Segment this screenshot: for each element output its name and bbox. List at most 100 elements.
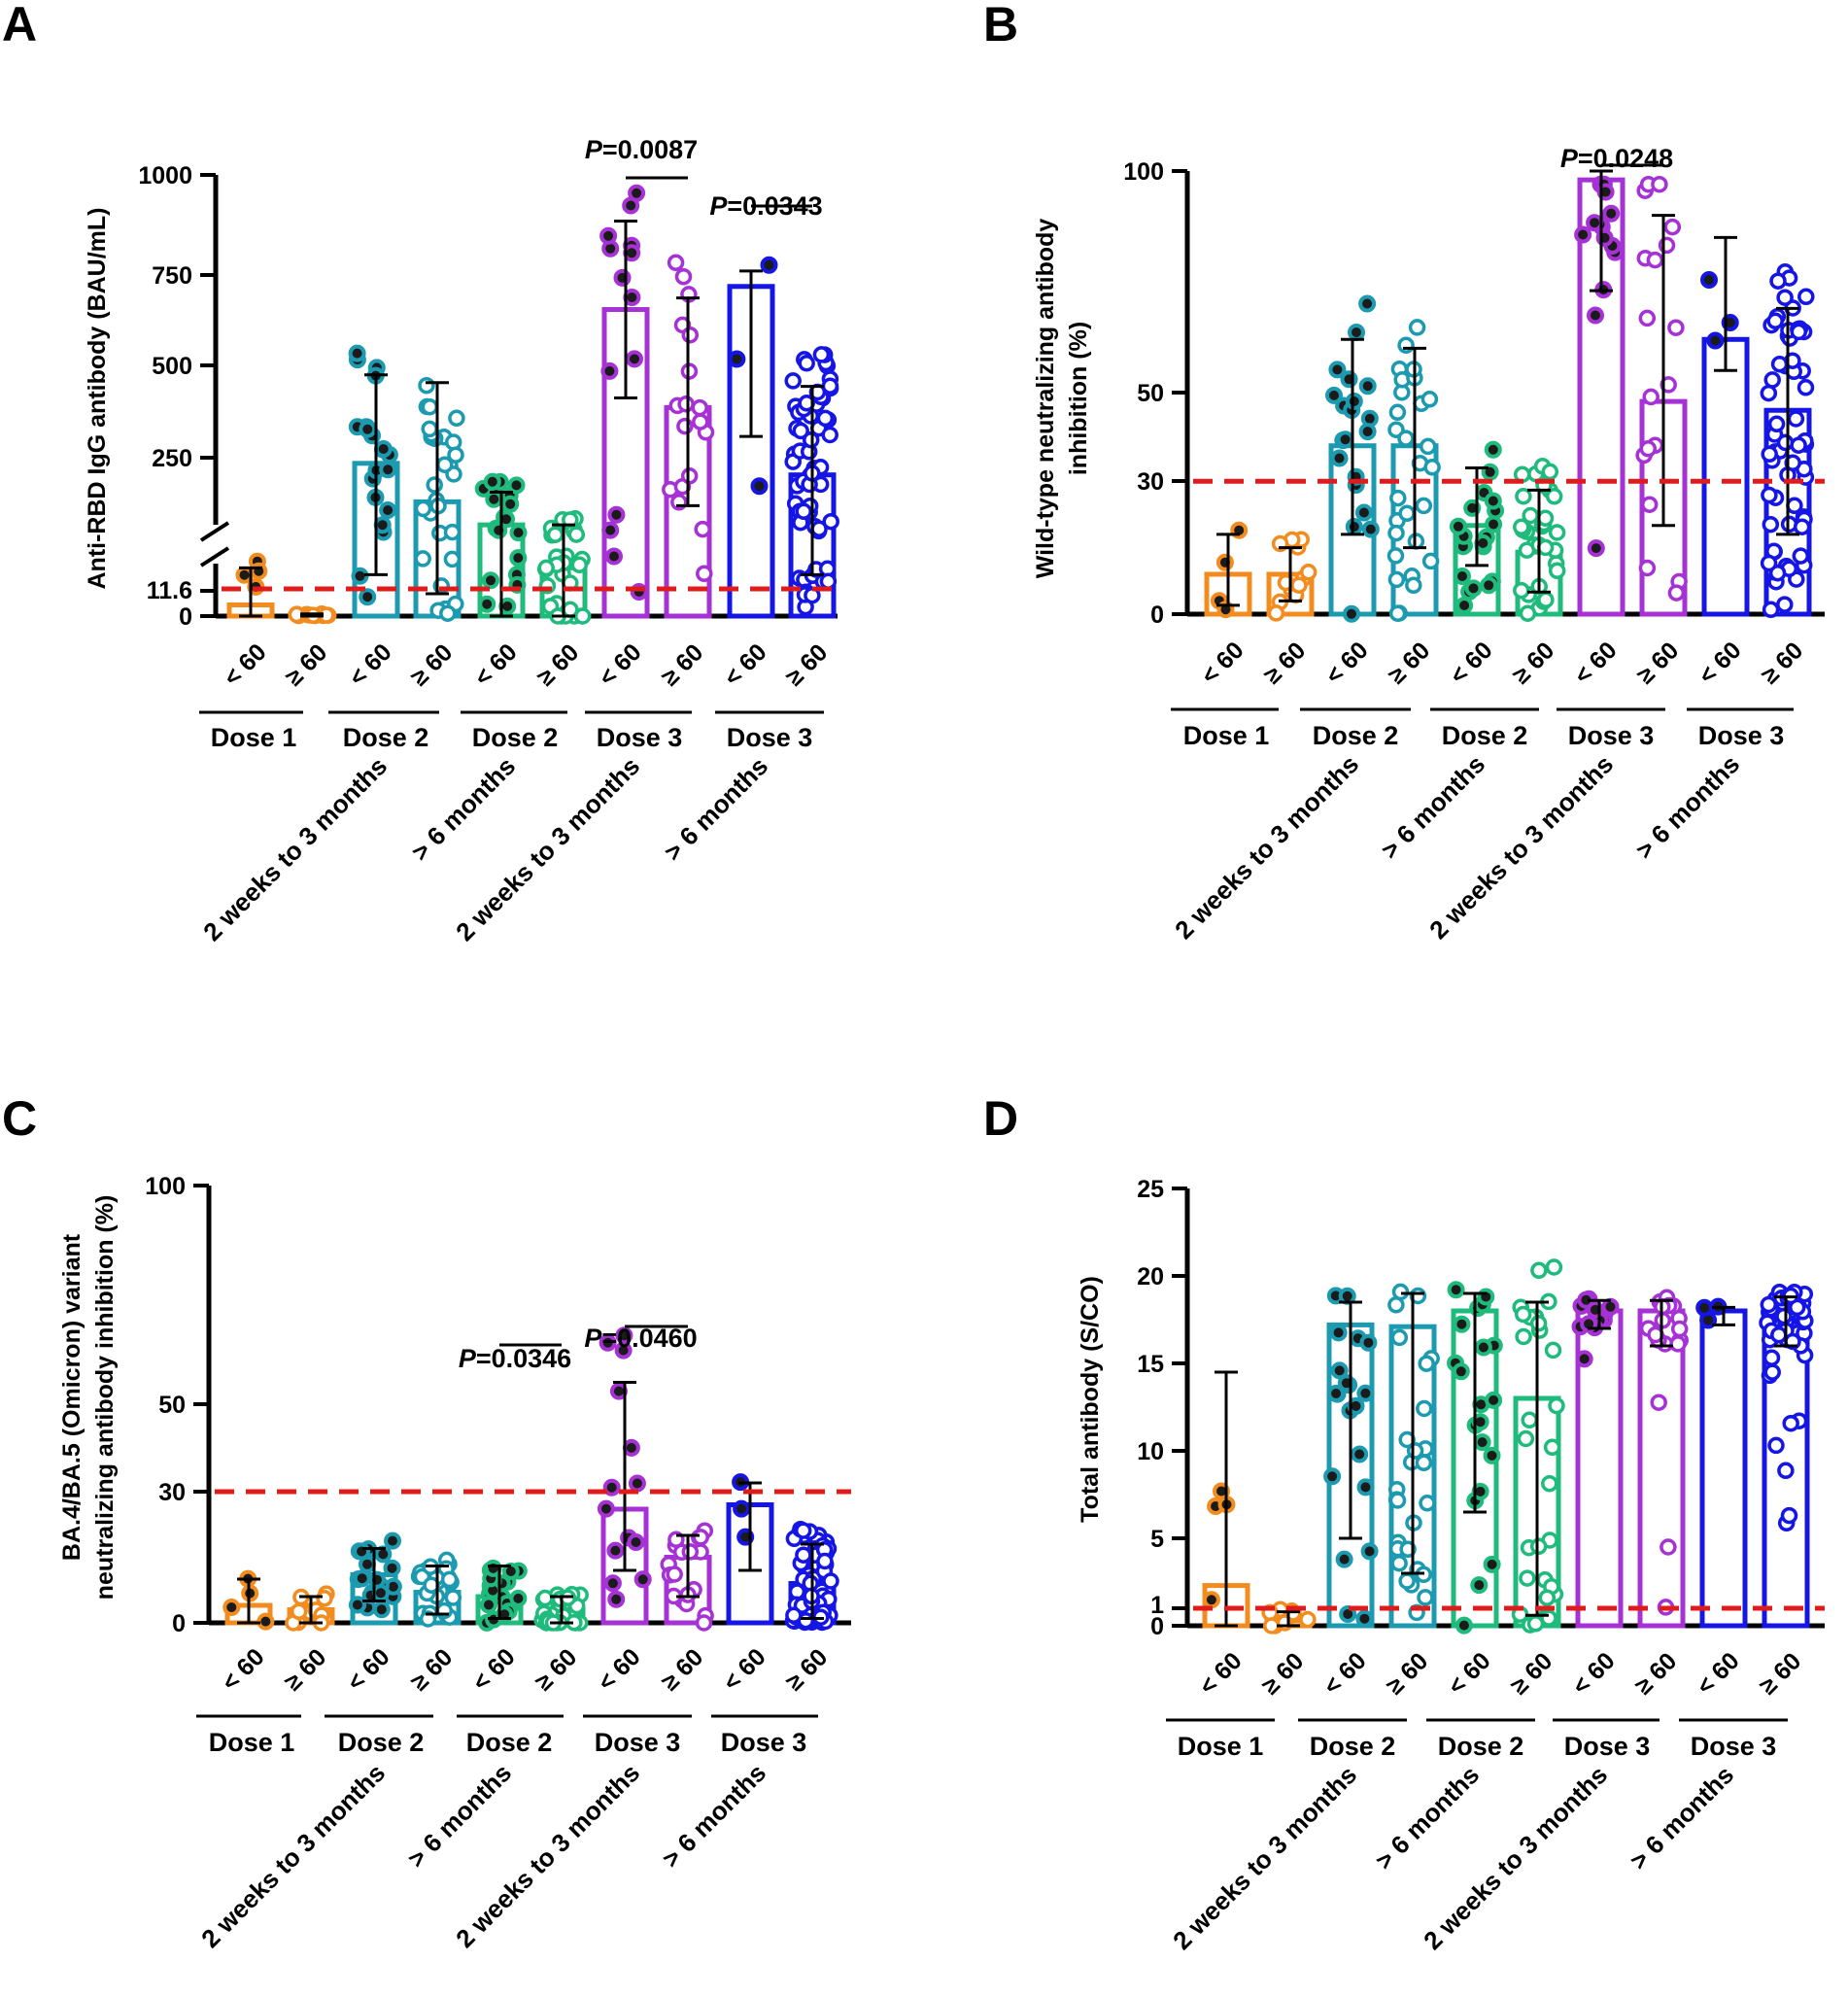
- dose-group-label: Dose 2: [466, 1728, 553, 1757]
- data-point: [1646, 251, 1664, 269]
- dose-group-label: Dose 1: [1183, 721, 1270, 750]
- panel-b-ytick-label: 0: [1150, 602, 1164, 629]
- data-point: [1782, 1414, 1799, 1432]
- data-point: [601, 521, 620, 539]
- data-point: [1419, 437, 1437, 456]
- category-label: ≥ 60: [1505, 1647, 1557, 1700]
- data-point: [1784, 454, 1801, 472]
- category-label: ≥ 60: [1258, 637, 1311, 689]
- data-point: [728, 350, 746, 368]
- category-label: ≥ 60: [1629, 1647, 1682, 1700]
- data-point: [1544, 1341, 1562, 1359]
- data-point: [1336, 430, 1354, 449]
- data-point: [1517, 1429, 1535, 1448]
- data-point: [1485, 515, 1503, 533]
- data-point: [440, 1570, 459, 1589]
- data-point: [439, 604, 457, 622]
- data-point: [1359, 1333, 1378, 1352]
- data-point: [599, 226, 618, 245]
- data-point: [1474, 1338, 1492, 1357]
- p-value-label: P=0.0343: [709, 191, 822, 221]
- panel-a-ytick-label: 750: [152, 262, 192, 290]
- dose-group-label: Dose 3: [1691, 1732, 1777, 1761]
- data-point: [622, 1438, 640, 1457]
- dose-group-label: Dose 3: [727, 723, 813, 752]
- data-point: [626, 350, 643, 368]
- data-point: [372, 1600, 391, 1619]
- data-point: [1361, 520, 1380, 538]
- panel-b-xlabels: < 60 ≥ 60 < 60 ≥ 60 < 60 ≥ 60 < 60 ≥ 60 …: [1196, 637, 1808, 690]
- dose-group-label: Dose 1: [211, 723, 297, 752]
- dose-group-label: Dose 3: [1568, 721, 1655, 750]
- dose-group-label: Dose 3: [1564, 1732, 1651, 1761]
- data-point: [692, 413, 709, 430]
- data-point: [1762, 515, 1780, 533]
- data-point: [681, 1543, 700, 1561]
- category-label: ≥ 60: [656, 638, 708, 691]
- data-point: [615, 1326, 633, 1345]
- data-point: [1790, 436, 1807, 454]
- category-label: < 60: [593, 1643, 646, 1697]
- data-point: [1519, 1569, 1536, 1587]
- data-point: [696, 565, 713, 583]
- data-point: [1574, 225, 1592, 244]
- time-group-label: 2 weeks to 3 months: [1167, 1760, 1362, 1955]
- data-point: [1360, 1542, 1379, 1561]
- panel-c-ytick-label: 30: [158, 1479, 186, 1506]
- data-point: [1545, 488, 1563, 505]
- data-point: [1351, 1445, 1369, 1463]
- data-point: [509, 549, 528, 568]
- panel-letter-a: A: [2, 0, 37, 52]
- data-point: [1356, 1384, 1375, 1402]
- data-point: [379, 501, 397, 519]
- category-label: < 60: [1567, 1647, 1621, 1701]
- time-group-label: > 6 months: [405, 751, 521, 867]
- data-point: [676, 417, 694, 435]
- data-point: [447, 446, 464, 464]
- data-point: [373, 516, 392, 534]
- data-point: [1706, 331, 1725, 350]
- bar: [1699, 1308, 1748, 1629]
- data-point: [1770, 1325, 1788, 1344]
- category-label: ≥ 60: [1756, 637, 1808, 689]
- data-point: [1651, 175, 1668, 193]
- category-label: < 60: [1445, 637, 1498, 690]
- dose-group-label: Dose 3: [597, 723, 683, 752]
- panel-b: Wild-type neutralizing antibody inhibiti…: [1032, 144, 1825, 945]
- data-point: [627, 1533, 645, 1551]
- data-point: [443, 550, 462, 568]
- data-point: [1797, 288, 1815, 306]
- data-point: [628, 1474, 646, 1493]
- category-label: < 60: [1196, 637, 1249, 690]
- data-point: [1473, 1433, 1491, 1452]
- category-label: ≥ 60: [1631, 637, 1684, 689]
- data-point: [607, 505, 626, 524]
- data-point: [677, 396, 695, 413]
- category-label: < 60: [469, 638, 523, 692]
- category-label: ≥ 60: [656, 1643, 708, 1696]
- data-point: [1348, 324, 1365, 341]
- category-label: ≥ 60: [780, 1643, 833, 1696]
- data-point: [1513, 581, 1530, 600]
- bar: [1701, 336, 1750, 617]
- data-point: [1767, 415, 1786, 433]
- p-value-label: P=0.0460: [584, 1324, 697, 1353]
- panel-c-plot: P=0.0346 P=0.0460: [215, 1324, 851, 1632]
- data-point: [1329, 1324, 1348, 1342]
- data-point: [1299, 564, 1318, 581]
- data-point: [1538, 1589, 1557, 1606]
- data-point: [600, 361, 619, 380]
- data-point: [1529, 1537, 1548, 1556]
- data-point: [1660, 376, 1677, 394]
- panel-d-ytick-label: 15: [1137, 1351, 1164, 1378]
- panel-d-ytick-label: 5: [1150, 1526, 1164, 1553]
- data-point: [804, 586, 821, 604]
- data-point: [628, 184, 646, 202]
- category-label: ≥ 60: [280, 638, 332, 691]
- data-point: [795, 1546, 812, 1564]
- category-label: < 60: [718, 1643, 771, 1697]
- data-point: [1470, 1576, 1489, 1595]
- data-point: [1335, 1550, 1353, 1568]
- data-point: [1760, 384, 1778, 402]
- data-point: [316, 1590, 333, 1607]
